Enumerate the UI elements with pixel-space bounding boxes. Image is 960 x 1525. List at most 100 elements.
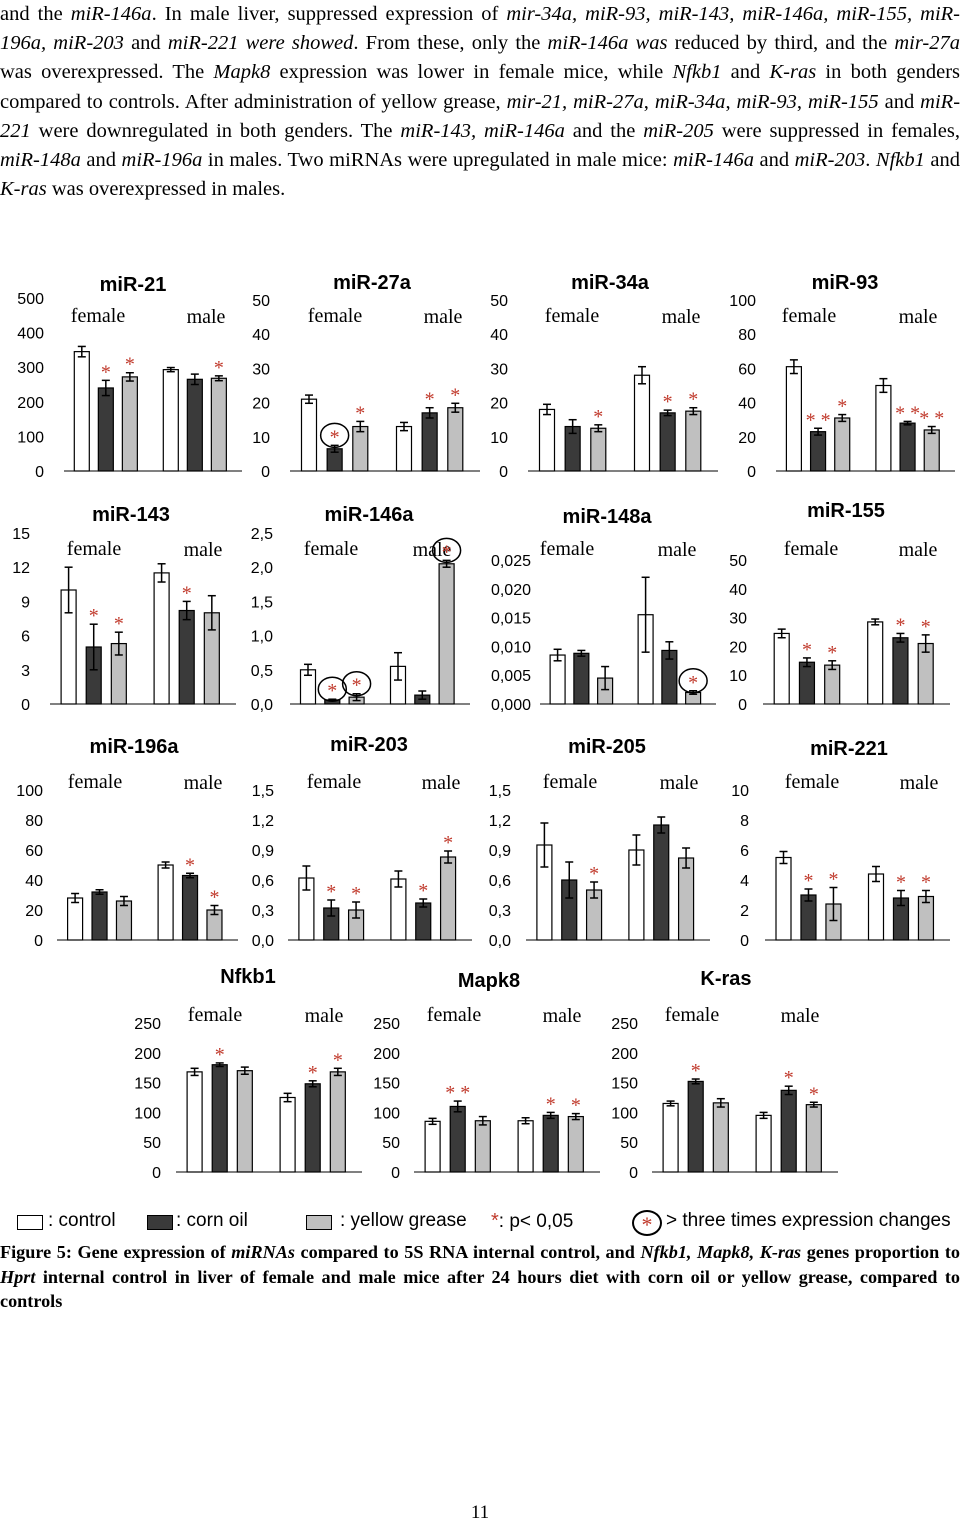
y-tick-label: 100: [16, 783, 43, 800]
y-tick-label: 1,5: [489, 783, 511, 800]
y-tick-label: 0,3: [489, 903, 511, 920]
chart-title: miR-21: [100, 274, 167, 296]
y-tick-label: 10: [490, 430, 508, 447]
y-tick-label: 0: [629, 1165, 638, 1182]
y-tick-label: 0,005: [491, 668, 531, 685]
group-label-male: male: [899, 539, 938, 561]
group-label-female: female: [427, 1004, 482, 1026]
bar: [892, 637, 909, 705]
significance-star: *: [809, 1083, 819, 1105]
intro-text-run: and: [753, 149, 795, 172]
y-tick-label: 0: [152, 1165, 161, 1182]
y-tick-label: 0: [35, 464, 44, 481]
y-tick-label: 0,0: [251, 697, 273, 714]
bar: [549, 654, 566, 705]
significance-star: *: [326, 881, 336, 903]
significance-star: *: [214, 357, 224, 379]
chart-Mapk8: Mapk8 250 200 150 100 50 0 female male * * * *: [373, 970, 600, 1182]
y-tick-label: 0,9: [252, 843, 274, 860]
group-label-female: female: [67, 538, 122, 560]
intro-text-run: Nfkb1: [672, 61, 722, 84]
significance-star: *: [209, 887, 219, 909]
significance-star: *: [803, 870, 813, 892]
y-tick-label: 150: [134, 1076, 161, 1093]
bar: [809, 431, 827, 472]
bar: [785, 366, 803, 472]
intro-text-run: was overexpressed in males.: [46, 178, 286, 201]
significance-star: *: [827, 642, 837, 664]
y-tick-label: 0: [34, 933, 43, 950]
y-tick-label: 1,2: [252, 813, 274, 830]
y-tick-label: 30: [252, 361, 270, 378]
bar: [867, 621, 884, 705]
intro-text-run: in males. Two miRNAs were upregulated in…: [202, 149, 674, 172]
significance-star: *: [442, 541, 452, 563]
intro-paragraph: and the miR-146a. In male liver, suppres…: [0, 0, 960, 204]
y-tick-label: 0,6: [489, 873, 511, 890]
y-tick-label: 40: [252, 327, 270, 344]
group-label-male: male: [658, 539, 697, 561]
legend-significance: *: p< 0,05: [491, 1210, 573, 1233]
intro-text-run: .: [865, 149, 876, 172]
bar: [687, 1080, 704, 1173]
y-tick-label: 40: [738, 396, 756, 413]
intro-text-run: miR-196a: [121, 149, 203, 172]
caption-text-run: compared to 5S RNA internal control, and: [294, 1242, 641, 1262]
legend-yellow-grease-label: : yellow grease: [340, 1210, 467, 1231]
bar: [157, 864, 174, 941]
y-tick-label: 0,6: [252, 873, 274, 890]
significance-star: *: [215, 1044, 225, 1066]
y-tick-label: 0,000: [491, 697, 531, 714]
y-tick-label: 12: [12, 560, 30, 577]
significance-star: *: [663, 391, 673, 413]
bar: [121, 376, 138, 472]
intro-text-run: and: [878, 90, 921, 113]
bar: [542, 1114, 559, 1173]
y-tick-label: 0: [391, 1165, 400, 1182]
chart-title: miR-203: [330, 734, 408, 756]
group-label-male: male: [660, 772, 699, 794]
significance-star: *: [182, 582, 192, 604]
y-tick-label: 200: [611, 1046, 638, 1063]
significance-star: *: [114, 613, 124, 635]
y-tick-label: 2,5: [251, 526, 273, 543]
chart-miR-221: miR-221 10 8 6 4 2 0 female male * * * *: [731, 738, 950, 950]
group-label-male: male: [662, 306, 701, 328]
chart-miR-148a: miR-148a 0,025 0,020 0,015 0,010 0,005 0,000 fe…: [491, 506, 716, 714]
intro-text-run: miR-155: [808, 90, 879, 113]
bar: [352, 425, 369, 472]
intro-text-run: and: [721, 61, 770, 84]
group-label-female: female: [543, 771, 598, 793]
significance-star: *: [125, 354, 135, 376]
y-tick-label: 1,5: [252, 783, 274, 800]
group-label-female: female: [304, 538, 359, 560]
bar: [236, 1070, 253, 1173]
y-tick-label: 250: [611, 1016, 638, 1033]
group-label-male: male: [184, 772, 223, 794]
y-tick-label: 0,3: [252, 903, 274, 920]
chart-K-ras: K-ras 250 200 150 100 50 0 female male * * *: [611, 968, 838, 1182]
y-tick-label: 150: [611, 1076, 638, 1093]
bar: [517, 1120, 534, 1173]
intro-text-run: were downregulated in both genders. The: [30, 119, 401, 142]
y-tick-label: 500: [17, 291, 44, 308]
threefold-circle: [317, 676, 348, 702]
bar: [211, 1064, 228, 1173]
chart-title: miR-196a: [90, 736, 180, 758]
intro-text-run: miR-143, miR-146a: [400, 119, 565, 142]
chart-miR-21: miR-21 500 400 300 200 100 0 female male * * *: [17, 274, 242, 481]
intro-text-run: . From these, only the: [353, 32, 548, 55]
significance-star: *: [308, 1062, 318, 1084]
bar: [659, 412, 676, 472]
significance-star: * *: [895, 402, 920, 424]
y-tick-label: 2,0: [251, 560, 273, 577]
y-tick-label: 0,025: [491, 553, 531, 570]
intro-text-run: mir-27a: [894, 32, 960, 55]
intro-text-run: miR-34a: [654, 90, 726, 113]
group-label-female: female: [545, 305, 600, 327]
y-tick-label: 50: [143, 1135, 161, 1152]
significance-star: *: [589, 863, 599, 885]
y-tick-label: 6: [21, 629, 30, 646]
chart-title: miR-143: [92, 504, 170, 526]
intro-text-run: and the: [564, 119, 644, 142]
